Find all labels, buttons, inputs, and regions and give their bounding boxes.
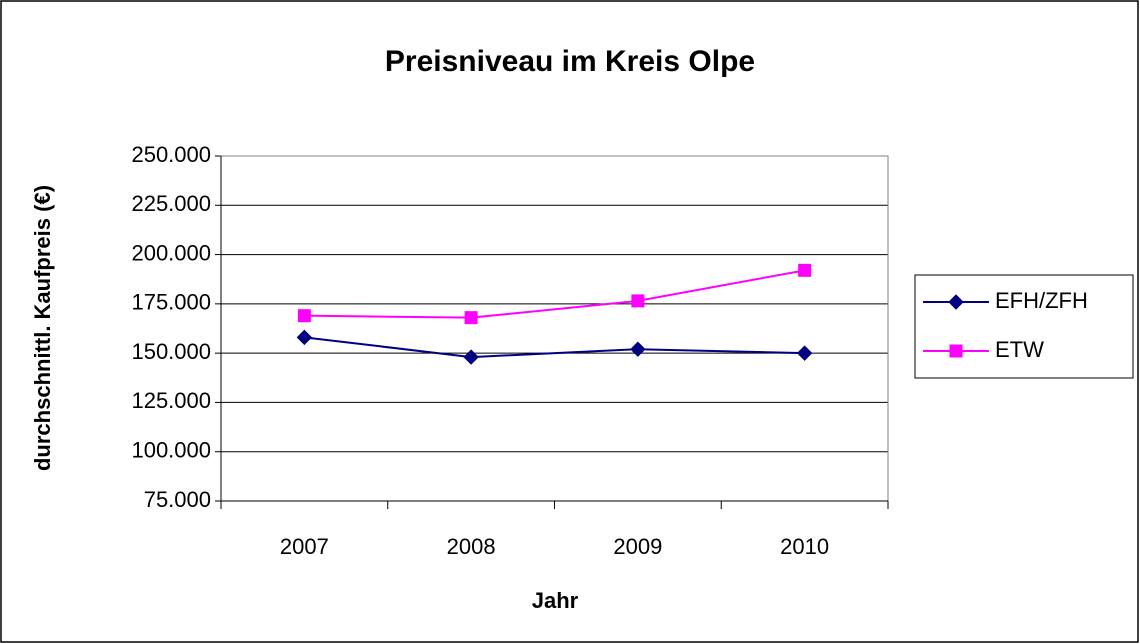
y-tick-label: 100.000 [131,438,211,463]
series-line [304,336,805,359]
marker [798,263,812,277]
marker [296,329,313,346]
marker [463,349,479,365]
y-tick-label: 75.000 [144,487,211,512]
x-axis-label: Jahr [532,588,579,613]
marker [464,311,478,325]
y-tick-label: 175.000 [131,290,211,315]
y-tick-label: 200.000 [131,240,211,265]
y-tick-label: 150.000 [131,339,211,364]
marker [297,309,311,323]
marker [949,344,963,358]
marker [631,294,645,308]
x-tick-label: 2009 [613,534,662,559]
chart-title: Preisniveau im Kreis Olpe [385,45,755,78]
y-tick-label: 250.000 [131,142,211,167]
y-tick-label: 125.000 [131,388,211,413]
x-tick-label: 2010 [780,534,829,559]
x-tick-label: 2008 [447,534,496,559]
y-tick-label: 225.000 [131,191,211,216]
legend-box [914,274,1134,379]
legend-label: ETW [995,337,1044,362]
x-tick-label: 2007 [280,534,329,559]
marker [948,294,964,310]
y-axis-label: durchschnittl. Kaufpreis (€) [30,185,55,471]
marker [630,341,646,357]
series-line [304,269,805,319]
marker [796,345,813,361]
legend-label: EFH/ZFH [995,288,1088,313]
